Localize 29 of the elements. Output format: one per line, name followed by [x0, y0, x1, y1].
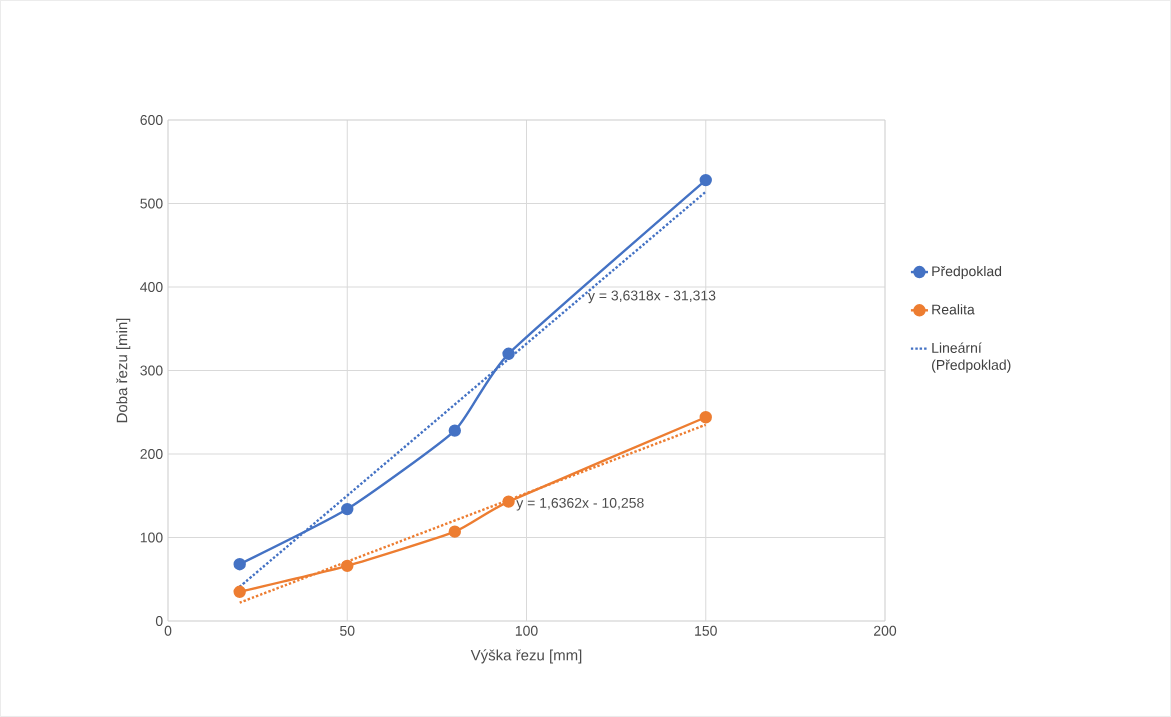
- y-tick-label: 600: [140, 115, 163, 125]
- point: [341, 502, 354, 516]
- x-tick-label: 0: [164, 625, 172, 636]
- y-axis-title: Doba řezu [min]: [116, 318, 131, 423]
- point: [699, 411, 712, 424]
- y-tick-label: 400: [140, 282, 163, 292]
- y-tick-label: 100: [140, 532, 163, 543]
- point: [448, 424, 461, 437]
- legend-label: Lineární (Předpoklad): [932, 342, 1011, 373]
- point: [502, 495, 515, 508]
- x-tick-label: 50: [340, 625, 355, 636]
- annotation: y = 3,6318x - 31,313: [587, 290, 716, 304]
- x-tick-label: 200: [874, 625, 897, 636]
- point: [699, 173, 712, 187]
- point: [233, 558, 246, 571]
- legend-label: Realita: [932, 304, 975, 315]
- point: [233, 585, 246, 598]
- x-tick-label: 150: [695, 625, 717, 636]
- point: [341, 559, 354, 573]
- legend-label: Předpoklad: [932, 265, 1002, 279]
- y-tick-label: 300: [140, 365, 163, 376]
- y-tick-label: 500: [140, 198, 163, 209]
- x-axis-title: Výška řezu [mm]: [470, 649, 582, 664]
- point: [448, 525, 461, 538]
- annotation: y = 1,6362x - 10,258: [516, 497, 644, 511]
- y-tick-label: 0: [155, 616, 163, 626]
- y-tick-label: 200: [140, 449, 163, 459]
- x-tick-label: 100: [515, 625, 538, 636]
- point: [502, 347, 515, 360]
